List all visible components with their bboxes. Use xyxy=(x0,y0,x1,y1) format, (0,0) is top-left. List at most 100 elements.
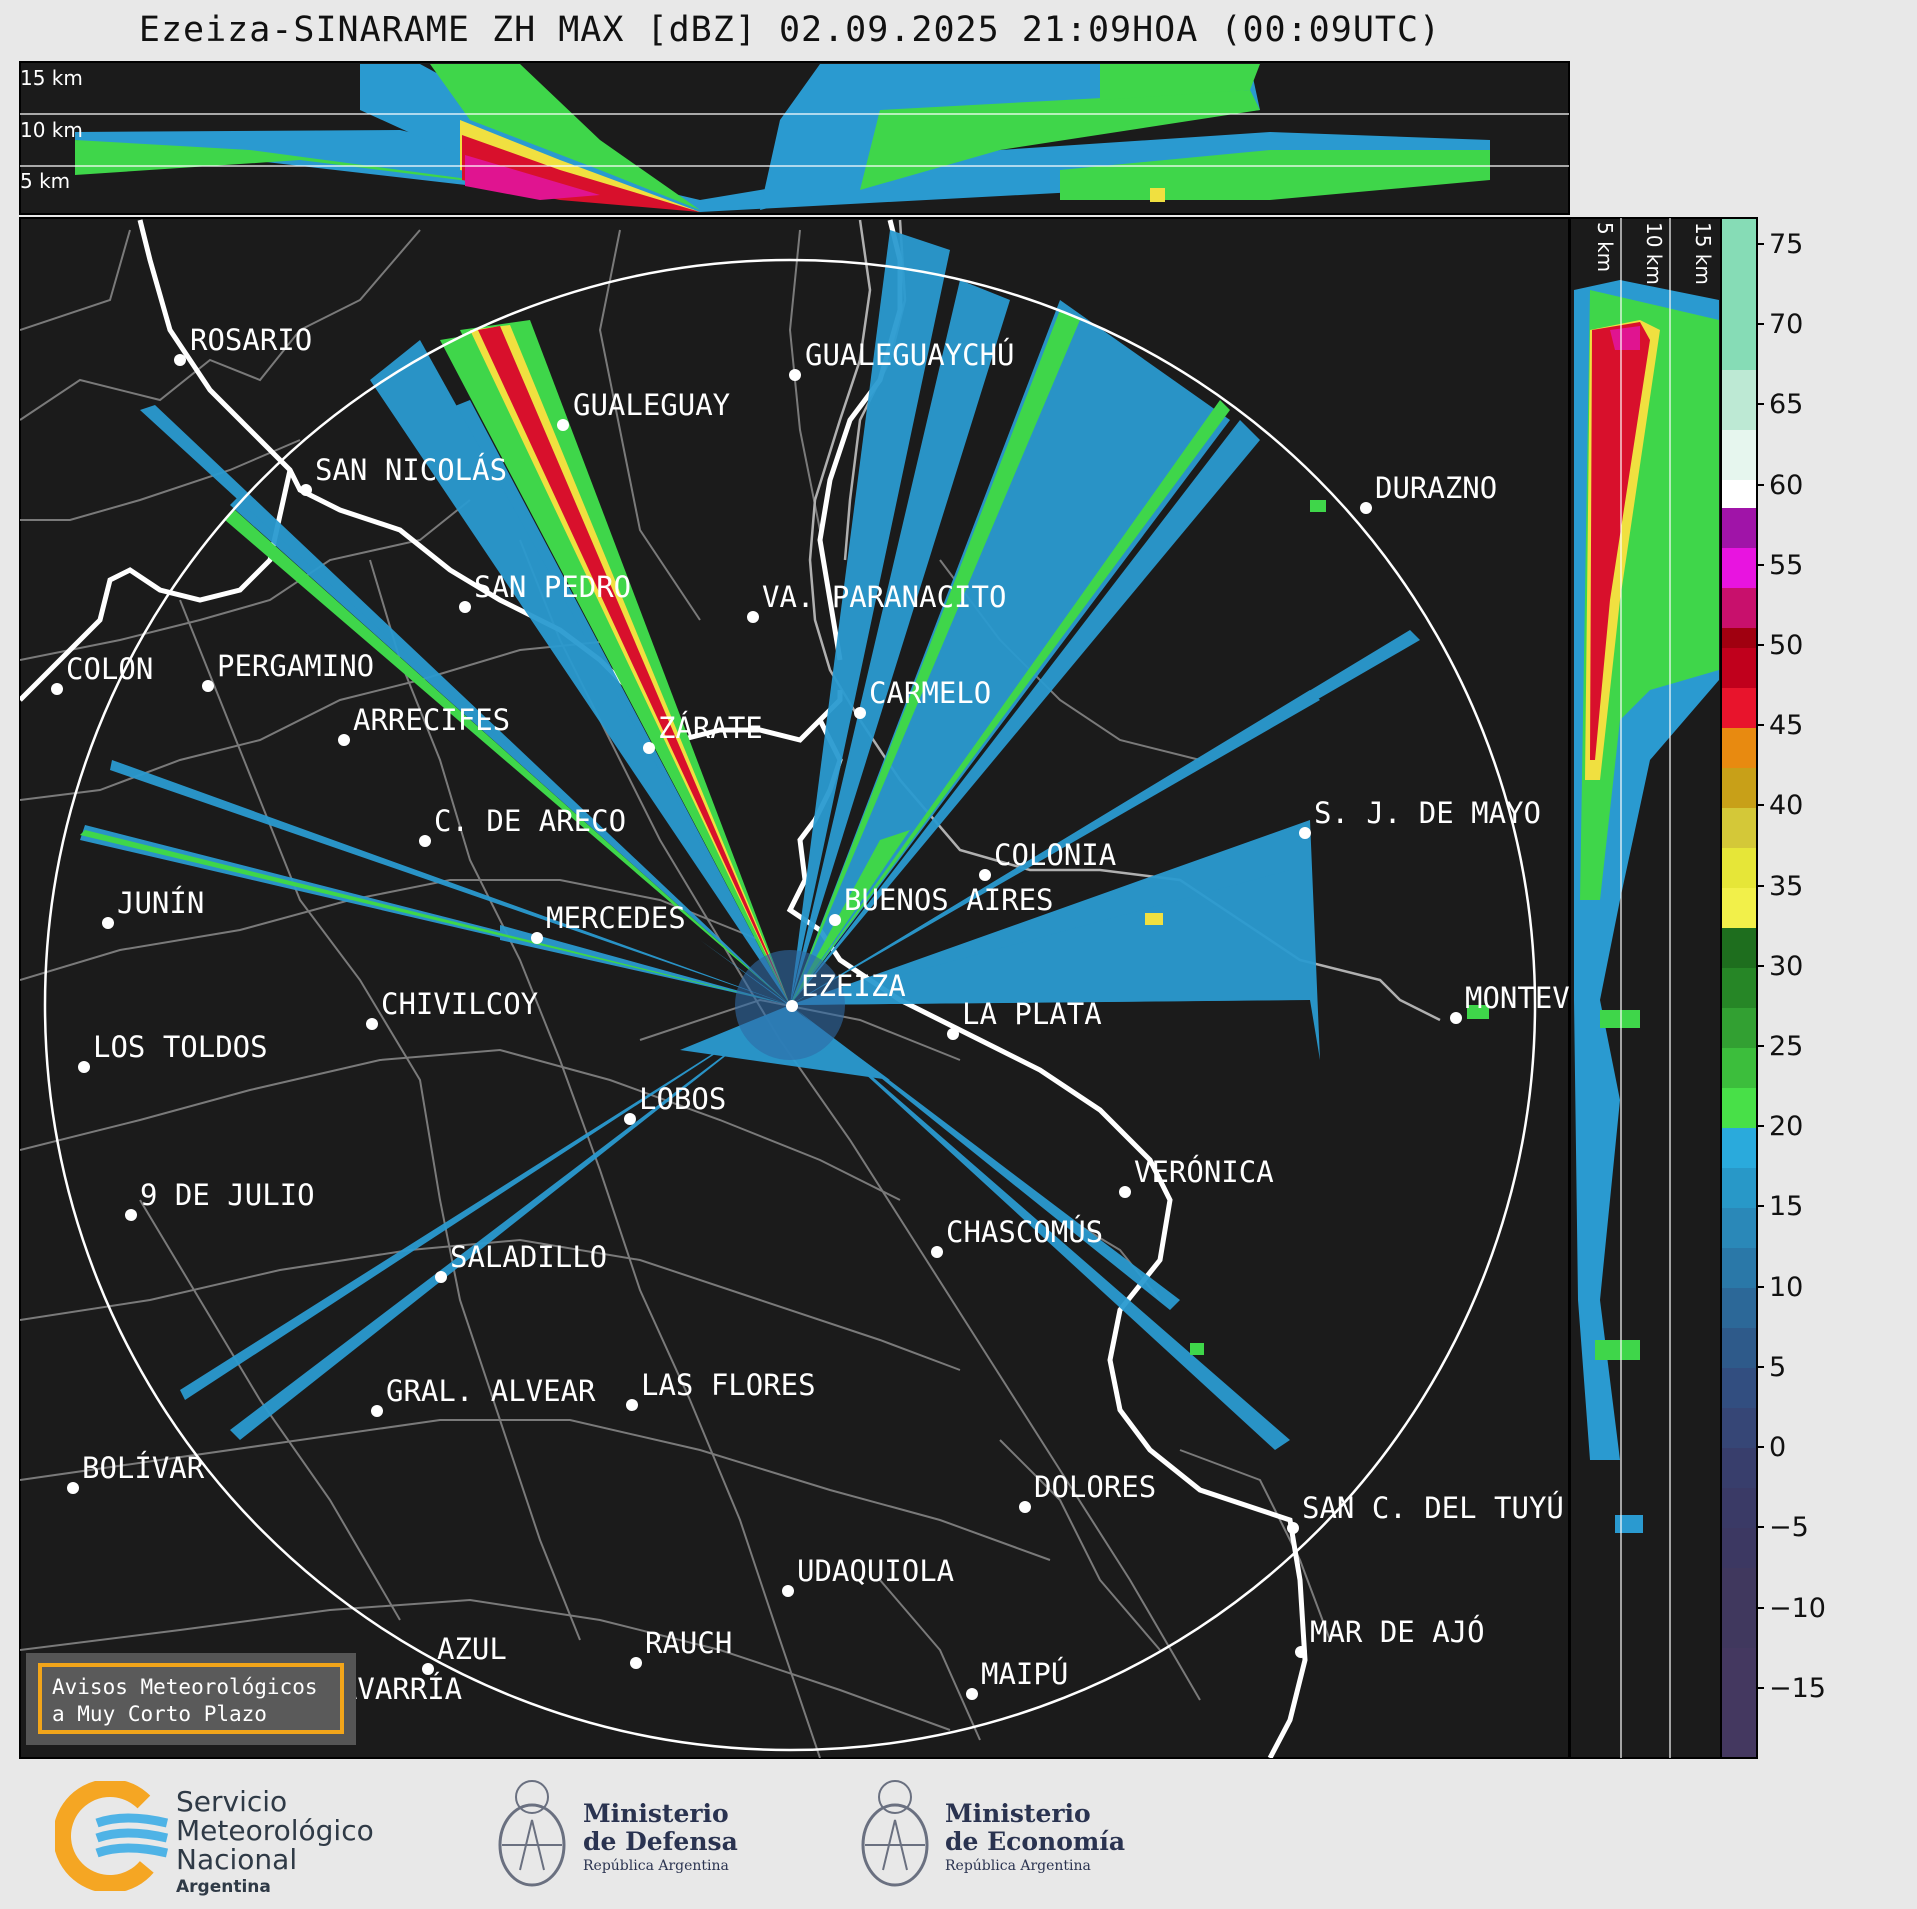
side-panel-height-label: 5 km xyxy=(1593,222,1617,272)
side-panel-height-label: 10 km xyxy=(1642,222,1666,285)
colorbar-tick-label: −10 xyxy=(1769,1593,1826,1624)
svg-text:9 DE JULIO: 9 DE JULIO xyxy=(140,1178,315,1212)
city-pergamino: PERGAMINO xyxy=(202,649,374,692)
map-title: Ezeiza-SINARAME ZH MAX [dBZ] 02.09.2025 … xyxy=(138,10,1442,50)
city-maipu: MAIPÚ xyxy=(966,1657,1068,1700)
svg-text:MERCEDES: MERCEDES xyxy=(546,901,686,935)
argentina-seal-icon xyxy=(861,1780,929,1887)
colorbar-tick-label: 5 xyxy=(1769,1352,1786,1383)
city-san-nicolas: SAN NICOLÁS xyxy=(300,453,507,496)
city-gualeguay: GUALEGUAY xyxy=(557,388,730,431)
smn-name: Servicio Meteorológico Nacional Argentin… xyxy=(176,1785,374,1897)
city-mercedes: MERCEDES xyxy=(531,901,686,944)
city-azul: AZUL xyxy=(422,1632,507,1675)
svg-text:PERGAMINO: PERGAMINO xyxy=(217,649,374,683)
svg-text:AZUL: AZUL xyxy=(437,1632,507,1666)
colorbar-ticks: 75 70 65 60 55 50 45 40 35 30 25 20 15 1… xyxy=(1757,229,1826,1704)
colorbar-tick-label: 55 xyxy=(1769,550,1803,581)
svg-text:VERÓNICA: VERÓNICA xyxy=(1134,1155,1274,1189)
warning-box-line1: Avisos Meteorológicos xyxy=(52,1675,318,1699)
colorbar-tick-label: 50 xyxy=(1769,630,1803,661)
city-san-c-del-tuyu: SAN C. DEL TUYÚ xyxy=(1287,1491,1564,1534)
colorbar: 75 70 65 60 55 50 45 40 35 30 25 20 15 1… xyxy=(1720,217,1826,1759)
city-gral-alvear: GRAL. ALVEAR xyxy=(371,1374,596,1417)
colorbar-tick-label: 75 xyxy=(1769,229,1803,260)
colorbar-tick-label: 10 xyxy=(1769,1272,1803,1303)
colorbar-tick-label: 35 xyxy=(1769,871,1803,902)
radar-figure: 15 km 10 km 5 km xyxy=(19,61,1826,1759)
city-arrecifes: ARRECIFES xyxy=(338,703,510,746)
city-zarate: ZÁRATE xyxy=(643,711,763,754)
ministerio-economia: Ministerio de Economía República Argenti… xyxy=(945,1799,1126,1875)
city-los-toldos: LOS TOLDOS xyxy=(78,1030,268,1073)
svg-text:UDAQUIOLA: UDAQUIOLA xyxy=(797,1554,954,1588)
colorbar-tick-label: 25 xyxy=(1769,1031,1803,1062)
top-panel-height-label: 15 km xyxy=(20,66,83,90)
svg-text:CHASCOMÚS: CHASCOMÚS xyxy=(946,1215,1103,1249)
city-rosario: ROSARIO xyxy=(174,323,312,366)
svg-text:RAUCH: RAUCH xyxy=(645,1626,732,1660)
city-las-flores: LAS FLORES xyxy=(626,1368,816,1411)
smn-logo-icon xyxy=(55,1781,169,1891)
city-chascomus: CHASCOMÚS xyxy=(931,1215,1103,1258)
svg-text:CARMELO: CARMELO xyxy=(869,676,991,710)
city-udaquiola: UDAQUIOLA xyxy=(782,1554,954,1597)
svg-text:SAN PEDRO: SAN PEDRO xyxy=(474,570,631,604)
argentina-seal-icon xyxy=(498,1780,566,1887)
radar-echoes xyxy=(80,230,1489,1450)
city-labels: ROSARIO GUALEGUAYCHÚ GUALEGUAY SAN NICOL… xyxy=(51,323,1640,1715)
city-la-plata: LA PLATA xyxy=(947,997,1102,1040)
city-chivilcoy: CHIVILCOY xyxy=(366,987,538,1030)
city-carmelo: CARMELO xyxy=(854,676,991,719)
svg-text:LOBOS: LOBOS xyxy=(639,1082,726,1116)
range-ring xyxy=(43,258,1537,1752)
svg-text:SAN NICOLÁS: SAN NICOLÁS xyxy=(315,453,507,487)
colorbar-tick-label: 60 xyxy=(1769,470,1803,501)
side-cross-section-panel: 5 km 10 km 15 km xyxy=(1569,217,1722,1759)
svg-text:BUENOS AIRES: BUENOS AIRES xyxy=(844,883,1054,917)
city-va-paranacito: VA. PARANACITO xyxy=(747,580,1006,623)
city-junin: JUNÍN xyxy=(102,886,204,929)
main-map-panel: ROSARIO GUALEGUAYCHÚ GUALEGUAY SAN NICOL… xyxy=(19,217,1640,1759)
colorbar-tick-label: −15 xyxy=(1769,1673,1826,1704)
svg-text:GUALEGUAY: GUALEGUAY xyxy=(573,388,730,422)
colorbar-tick-label: 15 xyxy=(1769,1191,1803,1222)
city-s-j-de-mayo: S. J. DE MAYO xyxy=(1299,796,1541,839)
city-rauch: RAUCH xyxy=(630,1626,732,1669)
colorbar-scale xyxy=(1721,218,1757,1758)
svg-text:MAIPÚ: MAIPÚ xyxy=(981,1657,1068,1691)
city-bolivar: BOLÍVAR xyxy=(67,1451,205,1494)
svg-text:C. DE ARECO: C. DE ARECO xyxy=(434,804,626,838)
city-colon: COLON xyxy=(51,652,153,695)
colorbar-tick-label: 65 xyxy=(1769,389,1803,420)
colorbar-tick-label: 40 xyxy=(1769,790,1803,821)
svg-text:LA PLATA: LA PLATA xyxy=(962,997,1102,1031)
city-durazno: DURAZNO xyxy=(1360,471,1497,514)
svg-text:GRAL. ALVEAR: GRAL. ALVEAR xyxy=(386,1374,596,1408)
city-c-de-areco: C. DE ARECO xyxy=(419,804,626,847)
svg-text:DOLORES: DOLORES xyxy=(1034,1470,1156,1504)
svg-text:JUNÍN: JUNÍN xyxy=(117,886,204,920)
svg-text:GUALEGUAYCHÚ: GUALEGUAYCHÚ xyxy=(805,338,1015,372)
colorbar-tick-label: 20 xyxy=(1769,1111,1803,1142)
svg-text:EZEIZA: EZEIZA xyxy=(801,969,906,1003)
city-ezeiza: EZEIZA xyxy=(786,969,906,1012)
side-panel-height-label: 15 km xyxy=(1691,222,1715,285)
city-buenos-aires: BUENOS AIRES xyxy=(829,883,1054,926)
city-gualeguaychu: GUALEGUAYCHÚ xyxy=(789,338,1015,381)
city-mar-de-ajo: MAR DE AJÓ xyxy=(1295,1615,1485,1658)
top-panel-height-label: 10 km xyxy=(20,118,83,142)
city-9-de-julio: 9 DE JULIO xyxy=(125,1178,315,1221)
city-lobos: LOBOS xyxy=(624,1082,726,1125)
warning-box[interactable]: Avisos Meteorológicos a Muy Corto Plazo xyxy=(38,1663,344,1734)
top-cross-section-panel: 15 km 10 km 5 km xyxy=(19,61,1570,215)
city-colonia: COLONIA xyxy=(979,838,1116,881)
svg-text:COLON: COLON xyxy=(66,652,153,686)
svg-text:LAS FLORES: LAS FLORES xyxy=(641,1368,816,1402)
ministerio-defensa: Ministerio de Defensa República Argentin… xyxy=(583,1799,738,1875)
svg-text:BOLÍVAR: BOLÍVAR xyxy=(82,1451,205,1485)
svg-text:S. J. DE MAYO: S. J. DE MAYO xyxy=(1314,796,1541,830)
top-panel-height-label: 5 km xyxy=(20,169,70,193)
colorbar-tick-label: 70 xyxy=(1769,309,1803,340)
footer-logos: Servicio Meteorológico Nacional Argentin… xyxy=(0,1765,1917,1909)
